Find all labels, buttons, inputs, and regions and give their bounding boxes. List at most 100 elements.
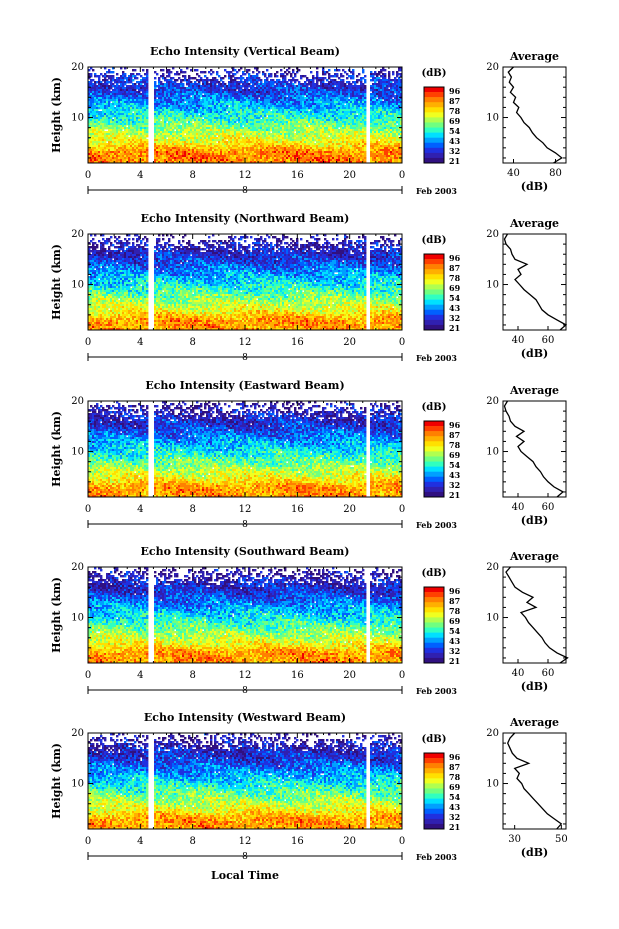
heat-cell [94,85,97,88]
heat-cell [192,93,195,96]
heat-cell [92,79,95,82]
heat-cell [278,91,281,94]
heat-cell [316,67,319,70]
heat-cell [164,85,167,88]
heat-cell [92,103,95,106]
heat-cell [180,93,183,96]
heat-cell [154,97,157,100]
heat-cell [356,101,359,104]
heat-cell [376,101,379,104]
heat-cell [370,101,373,104]
heat-cell [206,103,209,106]
heat-cell [190,101,193,104]
heat-cell [216,87,219,90]
heat-cell [242,95,245,98]
heat-cell [256,103,259,106]
heat-cell [98,77,101,80]
heat-cell [316,73,319,76]
heat-cell [282,79,285,82]
heat-cell [376,85,379,88]
heat-cell [280,99,283,102]
heat-cell [216,95,219,98]
heat-cell [186,109,189,112]
heat-cell [268,99,271,102]
heat-cell [180,101,183,104]
heat-cell [376,95,379,98]
heat-cell [172,109,175,112]
heat-cell [256,109,259,112]
heat-cell [164,99,167,102]
heat-cell [110,99,113,102]
heat-cell [218,93,221,96]
heat-cell [194,89,197,92]
heat-cell [296,105,299,108]
heat-cell [222,101,225,104]
heat-cell [314,85,317,88]
heat-cell [298,107,301,110]
heat-cell [106,83,109,86]
heat-cell [96,95,99,98]
heat-cell [114,93,117,96]
heat-cell [214,83,217,86]
heat-cell [312,77,315,80]
heat-cell [358,73,361,76]
heat-cell [88,105,91,108]
heat-cell [374,107,377,110]
heat-cell [288,87,291,90]
heat-cell [208,97,211,100]
heat-cell [276,107,279,110]
heat-cell [258,87,261,90]
heat-cell [324,89,327,92]
heat-cell [182,85,185,88]
heat-cell [306,93,309,96]
heat-cell [258,71,261,74]
heat-cell [388,85,391,88]
heat-cell [224,99,227,102]
heat-cell [394,83,397,86]
heat-cell [122,91,125,94]
heat-cell [316,107,319,110]
heat-cell [108,109,111,112]
heat-cell [176,99,179,102]
heat-cell [186,103,189,106]
heat-cell [360,105,363,108]
heat-cell [128,107,131,110]
heat-cell [294,95,297,98]
heat-cell [218,81,221,84]
heat-cell [236,99,239,102]
heat-cell [166,97,169,100]
heat-cell [132,93,135,96]
heat-cell [120,83,123,86]
heat-cell [96,105,99,108]
heat-cell [94,91,97,94]
heat-cell [396,71,399,74]
heat-cell [232,79,235,82]
heat-cell [174,89,177,92]
heat-cell [396,73,399,76]
heat-cell [166,69,169,72]
heat-cell [226,99,229,102]
heat-cell [212,95,215,98]
heat-cell [236,93,239,96]
heat-cell [350,97,353,100]
heat-cell [390,79,393,82]
heat-cell [262,89,265,92]
heat-cell [248,93,251,96]
panel-title: Echo Intensity (Vertical Beam) [150,45,340,58]
heat-cell [382,73,385,76]
heat-cell [202,107,205,110]
heat-cell [270,95,273,98]
heat-cell [172,67,175,70]
heat-cell [136,109,139,112]
heat-cell [162,107,165,110]
heat-cell [158,89,161,92]
heat-cell [212,91,215,94]
heat-cell [188,93,191,96]
heat-cell [236,107,239,110]
heat-cell [246,83,249,86]
heat-cell [192,103,195,106]
heat-cell [306,103,309,106]
heat-cell [198,105,201,108]
heat-cell [178,77,181,80]
heat-cell [326,87,329,90]
